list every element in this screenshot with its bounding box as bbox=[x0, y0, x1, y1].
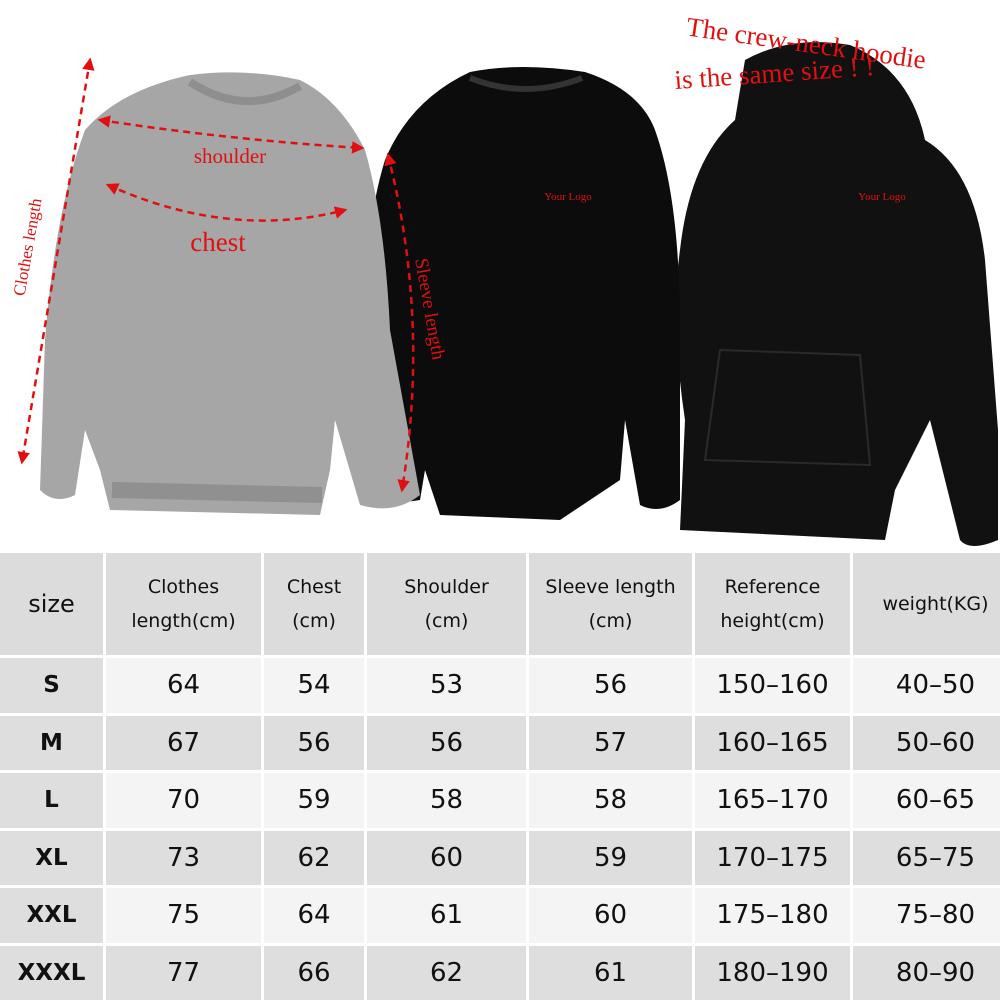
size-cell: XXXL bbox=[0, 945, 103, 1000]
header-cell: size bbox=[0, 553, 103, 655]
value-cell: 165–170 bbox=[695, 773, 850, 828]
hem bbox=[111, 482, 323, 503]
collar bbox=[468, 75, 584, 92]
value-cell: 54 bbox=[264, 658, 364, 713]
value-cell: 66 bbox=[264, 945, 364, 1000]
collar bbox=[187, 78, 303, 105]
value-cell: 62 bbox=[264, 830, 364, 885]
value-cell: 80–90 bbox=[853, 945, 1000, 1000]
header-text: length(cm) bbox=[131, 610, 236, 632]
value-cell: 60–65 bbox=[853, 773, 1000, 828]
value-cell: 60 bbox=[367, 830, 526, 885]
value-cell: 40–50 bbox=[853, 658, 1000, 713]
header-text: weight(KG) bbox=[882, 593, 989, 615]
value-cell: 67 bbox=[106, 715, 261, 770]
black-sweatshirt bbox=[364, 67, 680, 520]
size-cell: S bbox=[0, 658, 103, 713]
logo-text: Your Logo bbox=[858, 191, 906, 203]
header-cell: Chest (cm) bbox=[264, 553, 364, 655]
hoodie bbox=[676, 42, 998, 547]
size-cell: XXL bbox=[0, 888, 103, 943]
value-cell: 64 bbox=[264, 888, 364, 943]
value-cell: 75 bbox=[106, 888, 261, 943]
header-cell: Shoulder (cm) bbox=[367, 553, 526, 655]
value-cell: 62 bbox=[367, 945, 526, 1000]
header-text: size bbox=[28, 590, 75, 618]
header-text: Clothes bbox=[147, 576, 220, 598]
chest-label: chest bbox=[190, 227, 246, 257]
value-cell: 170–175 bbox=[695, 830, 850, 885]
value-cell: 56 bbox=[367, 715, 526, 770]
header-text: Reference bbox=[724, 576, 821, 598]
value-cell: 59 bbox=[529, 830, 692, 885]
value-cell: 50–60 bbox=[853, 715, 1000, 770]
value-cell: 65–75 bbox=[853, 830, 1000, 885]
value-cell: 73 bbox=[106, 830, 261, 885]
header-text: Sleeve length bbox=[545, 576, 676, 598]
clothes-length-arrow bbox=[17, 57, 95, 465]
size-table: size Clothes length(cm) Chest (cm) Shoulder (c… bbox=[0, 553, 1000, 1000]
value-cell: 180–190 bbox=[695, 945, 850, 1000]
value-cell: 64 bbox=[106, 658, 261, 713]
value-cell: 75–80 bbox=[853, 888, 1000, 943]
value-cell: 70 bbox=[106, 773, 261, 828]
value-cell: 56 bbox=[264, 715, 364, 770]
value-cell: 175–180 bbox=[695, 888, 850, 943]
garment-illustration: shoulder chest Clothes length Sleeve len… bbox=[10, 11, 998, 547]
value-cell: 59 bbox=[264, 773, 364, 828]
value-cell: 58 bbox=[529, 773, 692, 828]
size-cell: M bbox=[0, 715, 103, 770]
value-cell: 53 bbox=[367, 658, 526, 713]
value-cell: 56 bbox=[529, 658, 692, 713]
logo-text: Your Logo bbox=[544, 191, 592, 203]
header-cell: Clothes length(cm) bbox=[106, 553, 261, 655]
clothes-length-label: Clothes length bbox=[10, 196, 46, 297]
header-cell: weight(KG) bbox=[853, 553, 1000, 655]
value-cell: 57 bbox=[529, 715, 692, 770]
hoodie-pocket bbox=[703, 348, 872, 467]
value-cell: 61 bbox=[529, 945, 692, 1000]
shoulder-arrow bbox=[97, 115, 365, 154]
size-cell: L bbox=[0, 773, 103, 828]
header-text: (cm) bbox=[424, 610, 469, 632]
chest-arrow bbox=[105, 183, 348, 222]
header-text: height(cm) bbox=[720, 610, 825, 632]
value-cell: 160–165 bbox=[695, 715, 850, 770]
header-cell: Sleeve length (cm) bbox=[529, 553, 692, 655]
shoulder-label: shoulder bbox=[194, 144, 266, 168]
header-text: (cm) bbox=[588, 610, 633, 632]
header-text: Chest bbox=[286, 576, 342, 598]
sleeve-arrow bbox=[384, 152, 415, 493]
value-cell: 61 bbox=[367, 888, 526, 943]
gray-sweatshirt bbox=[40, 72, 420, 515]
header-text: (cm) bbox=[292, 610, 336, 632]
value-cell: 77 bbox=[106, 945, 261, 1000]
size-cell: XL bbox=[0, 830, 103, 885]
value-cell: 60 bbox=[529, 888, 692, 943]
header-text: Shoulder bbox=[404, 576, 489, 598]
value-cell: 58 bbox=[367, 773, 526, 828]
header-cell: Reference height(cm) bbox=[695, 553, 850, 655]
value-cell: 150–160 bbox=[695, 658, 850, 713]
